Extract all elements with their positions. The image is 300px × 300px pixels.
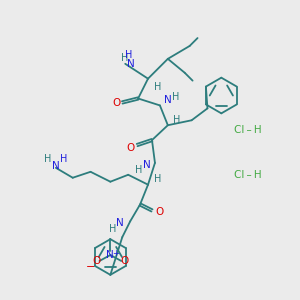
Text: H: H bbox=[154, 174, 162, 184]
Text: H: H bbox=[121, 53, 128, 63]
Text: N: N bbox=[52, 161, 60, 171]
Text: N: N bbox=[164, 95, 172, 106]
Text: H: H bbox=[44, 154, 52, 164]
Text: H: H bbox=[124, 50, 132, 60]
Text: H: H bbox=[109, 224, 116, 234]
Text: O: O bbox=[112, 98, 120, 108]
Text: N: N bbox=[106, 250, 114, 260]
Text: H: H bbox=[60, 154, 68, 164]
Text: H: H bbox=[154, 82, 162, 92]
Text: H: H bbox=[173, 115, 180, 125]
Text: N: N bbox=[116, 218, 124, 228]
Text: O: O bbox=[126, 143, 134, 153]
Text: N: N bbox=[127, 59, 135, 69]
Text: +: + bbox=[112, 248, 119, 257]
Text: Cl – H: Cl – H bbox=[234, 125, 262, 135]
Text: O: O bbox=[120, 256, 128, 266]
Text: H: H bbox=[135, 165, 143, 175]
Text: H: H bbox=[172, 92, 179, 101]
Text: −: − bbox=[86, 262, 95, 272]
Text: N: N bbox=[143, 160, 151, 170]
Text: O: O bbox=[156, 207, 164, 218]
Text: Cl – H: Cl – H bbox=[234, 170, 262, 180]
Text: O: O bbox=[92, 256, 101, 266]
